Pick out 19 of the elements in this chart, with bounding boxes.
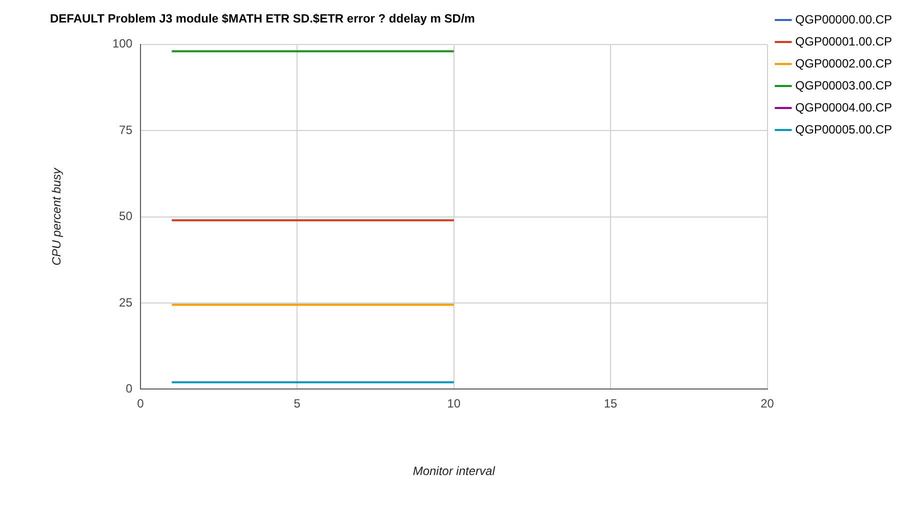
x-axis-title: Monitor interval (412, 464, 496, 478)
x-tick-label: 15 (604, 396, 618, 411)
legend-label: QGP00001.00.CP (795, 34, 892, 48)
y-tick-label: 25 (119, 295, 133, 310)
x-tick-label: 0 (137, 396, 144, 411)
y-tick-label: 100 (112, 36, 133, 51)
y-axis-title: CPU percent busy (50, 167, 64, 266)
legend-label: QGP00002.00.CP (795, 56, 892, 70)
legend-label: QGP00005.00.CP (795, 122, 892, 136)
legend-label: QGP00004.00.CP (795, 100, 892, 114)
y-tick-label: 0 (126, 382, 133, 396)
y-tick-label: 75 (119, 122, 133, 137)
y-tick-label: 50 (119, 209, 133, 224)
legend-label: QGP00003.00.CP (795, 78, 892, 92)
x-tick-label: 10 (447, 396, 461, 411)
chart-title: DEFAULT Problem J3 module $MATH ETR SD.$ETR error ? ddelay m SD/m (50, 12, 475, 26)
x-tick-label: 5 (294, 396, 301, 411)
x-tick-label: 20 (760, 396, 774, 411)
legend-label: QGP00000.00.CP (795, 12, 892, 26)
